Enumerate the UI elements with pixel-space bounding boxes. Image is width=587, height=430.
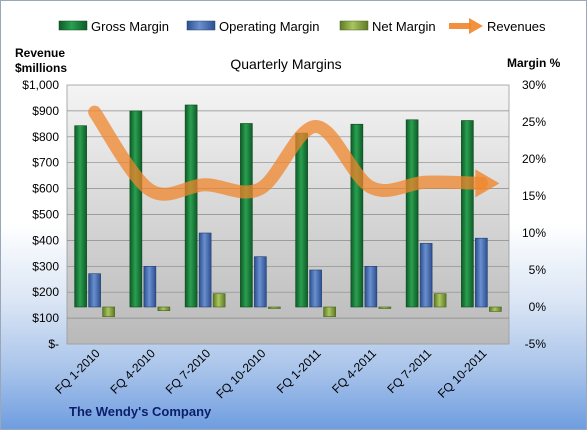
right-tick-label: -5% [525,337,547,351]
x-tick-label: FQ 4-2010 [108,346,159,397]
x-tick-label: FQ 1-2010 [52,346,103,397]
left-tick-label: $500 [32,208,59,222]
legend-label-revenues: Revenues [487,19,546,34]
gross-margin-bar [295,132,308,308]
gross-margin-bar [74,125,87,308]
right-tick-label: 15% [522,189,546,203]
x-tick-label: FQ 7-2011 [384,346,434,396]
gross-margin-bar [184,104,198,308]
company-label: The Wendy's Company [69,404,212,419]
right-tick-label: 20% [522,152,546,166]
chart-title: Quarterly Margins [230,56,341,72]
legend-item-operating-margin: Operating Margin [186,19,319,34]
left-tick-label: $- [48,337,59,351]
x-tick-label: FQ 10-2010 [213,346,268,401]
gross-margin-bar [405,119,419,308]
left-tick-label: $200 [32,285,59,299]
left-axis-title-line2: $millions [15,61,67,75]
left-tick-label: $400 [32,233,59,247]
legend-label-operating-margin: Operating Margin [219,19,319,34]
revenue-line-layer [88,105,500,201]
legend: Gross Margin Operating Margin Net Margin… [58,18,546,34]
legend-label-gross-margin: Gross Margin [91,19,169,34]
net-margin-bar [433,293,447,308]
right-axis-title: Margin % [507,56,561,70]
legend-item-revenues: Revenues [449,18,546,34]
left-tick-label: $1,000 [22,78,59,92]
operating-margin-bar [254,256,267,308]
net-margin-bar [489,306,502,312]
operating-margin-bar [143,265,157,308]
revenue-line [88,105,488,201]
left-tick-label: $700 [32,156,59,170]
left-tick-label: $900 [32,104,59,118]
legend-item-net-margin: Net Margin [339,19,436,34]
net-margin-bar [212,293,226,308]
operating-margin-bar [88,273,101,308]
operating-margin-bar [198,232,212,308]
left-tick-label: $100 [32,311,59,325]
net-margin-bar [268,306,281,309]
right-tick-label: 30% [522,78,546,92]
x-tick-label: FQ 10-2011 [435,346,490,401]
left-tick-label: $600 [32,182,59,196]
legend-item-gross-margin: Gross Margin [58,19,169,34]
right-tick-label: 5% [529,263,547,277]
gross-margin-bar [240,123,253,308]
x-tick-label: FQ 1-2011 [274,346,324,396]
x-axis-ticks: FQ 1-2010 FQ 4-2010 FQ 7-2010 FQ 10-2010 FQ … [52,346,489,401]
x-tick-label: FQ 7-2010 [163,346,214,397]
gross-margin-bar [461,120,474,308]
operating-margin-bar [419,243,433,308]
legend-label-net-margin: Net Margin [372,19,436,34]
operating-margin-bar [475,237,488,308]
right-axis-ticks: -5% 0% 5% 10% 15% 20% 25% 30% [522,78,546,351]
net-margin-bar [378,306,392,309]
left-axis-title-line1: Revenue [15,46,65,60]
revenue-arrowhead [475,169,500,198]
gross-margin-bar [350,123,364,308]
net-margin-bar [157,306,171,311]
left-axis-ticks: $- $100 $200 $300 $400 $500 $600 $700 $800 $900 $1… [22,78,59,351]
right-tick-label: 25% [522,115,546,129]
net-margin-bar [323,306,336,317]
left-tick-label: $300 [32,259,59,273]
right-tick-label: 0% [529,300,547,314]
right-tick-label: 10% [522,226,546,240]
net-margin-bar [102,306,115,317]
bars [74,104,502,317]
x-tick-label: FQ 4-2011 [329,346,379,396]
left-tick-label: $800 [32,130,59,144]
operating-margin-bar [309,269,322,308]
gross-margin-bar [129,110,143,308]
operating-margin-bar [364,265,378,308]
